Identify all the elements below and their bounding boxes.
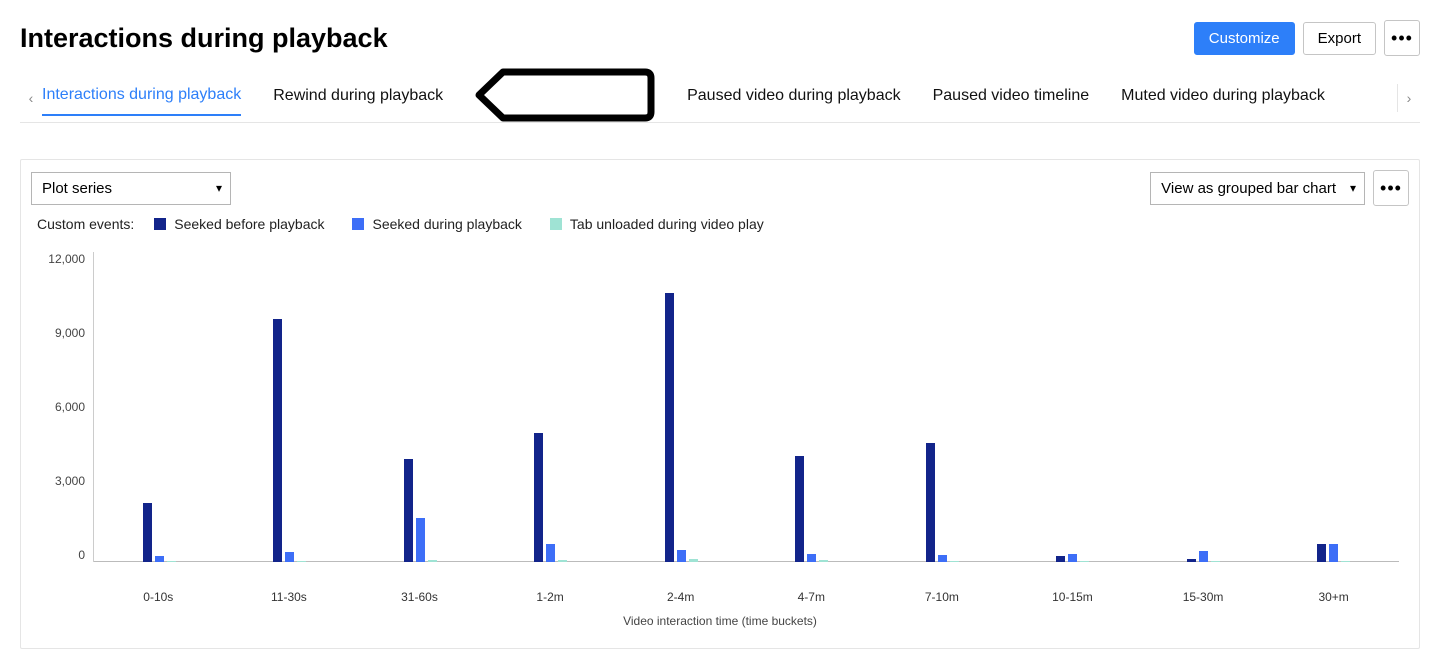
- legend-swatch: [550, 218, 562, 230]
- more-icon: •••: [1391, 29, 1413, 47]
- x-tick-label: 31-60s: [354, 590, 485, 604]
- x-tick-label: 2-4m: [615, 590, 746, 604]
- plot: [93, 252, 1399, 562]
- bar[interactable]: [926, 443, 935, 562]
- y-tick-label: 0: [78, 548, 85, 562]
- tab-placeholder-arrow: [475, 74, 655, 122]
- legend-item[interactable]: Seeked during playback: [352, 216, 521, 232]
- view-as-label: View as grouped bar chart: [1161, 180, 1336, 197]
- customize-button[interactable]: Customize: [1194, 22, 1295, 55]
- bar[interactable]: [416, 518, 425, 562]
- bar[interactable]: [428, 560, 437, 562]
- bar-group: [1008, 252, 1139, 562]
- bar[interactable]: [950, 561, 959, 562]
- bar-group: [355, 252, 486, 562]
- bar[interactable]: [558, 560, 567, 562]
- legend: Custom events: Seeked before playback Se…: [21, 210, 1419, 242]
- tab-muted-video-during-playback[interactable]: Muted video during playback: [1121, 81, 1325, 115]
- x-tick-label: 1-2m: [485, 590, 616, 604]
- bar[interactable]: [819, 560, 828, 562]
- back-arrow-icon: [475, 68, 655, 122]
- chevron-right-icon: ›: [1407, 90, 1412, 106]
- chevron-down-icon: ▾: [216, 181, 222, 195]
- more-icon: •••: [1380, 179, 1402, 197]
- bar-group: [486, 252, 617, 562]
- bar[interactable]: [1080, 561, 1089, 562]
- tabs-scroll-right[interactable]: ›: [1398, 90, 1420, 106]
- plot-series-label: Plot series: [42, 180, 112, 197]
- x-tick-label: 0-10s: [93, 590, 224, 604]
- tab-interactions-during-playback[interactable]: Interactions during playback: [42, 80, 241, 116]
- x-tick-label: 15-30m: [1138, 590, 1269, 604]
- x-tick-label: 10-15m: [1007, 590, 1138, 604]
- bar[interactable]: [1341, 561, 1350, 562]
- x-tick-label: 7-10m: [877, 590, 1008, 604]
- bar[interactable]: [273, 319, 282, 562]
- bar[interactable]: [1056, 556, 1065, 562]
- legend-item[interactable]: Seeked before playback: [154, 216, 324, 232]
- bar[interactable]: [665, 293, 674, 562]
- y-tick-label: 9,000: [55, 326, 85, 340]
- x-tick-label: 4-7m: [746, 590, 877, 604]
- bar-group: [1138, 252, 1269, 562]
- bar[interactable]: [938, 555, 947, 562]
- bar[interactable]: [795, 456, 804, 562]
- legend-label: Custom events:: [37, 216, 134, 232]
- bar[interactable]: [546, 544, 555, 562]
- page-title: Interactions during playback: [20, 23, 388, 54]
- more-button[interactable]: •••: [1384, 20, 1420, 56]
- y-tick-label: 6,000: [55, 400, 85, 414]
- chevron-down-icon: ▾: [1350, 181, 1356, 195]
- x-tick-label: 11-30s: [224, 590, 355, 604]
- legend-text: Tab unloaded during video play: [570, 216, 764, 232]
- chart-area: 12,000 9,000 6,000 3,000 0 0-10s11-30s31-60s…: [21, 242, 1419, 648]
- bar[interactable]: [1211, 561, 1220, 562]
- x-tick-label: 30+m: [1268, 590, 1399, 604]
- bar[interactable]: [534, 433, 543, 562]
- bar[interactable]: [1317, 544, 1326, 562]
- y-axis: 12,000 9,000 6,000 3,000 0: [41, 252, 93, 562]
- tab-paused-video-timeline[interactable]: Paused video timeline: [933, 81, 1090, 115]
- export-button[interactable]: Export: [1303, 22, 1376, 55]
- bar[interactable]: [143, 503, 152, 562]
- bar[interactable]: [285, 552, 294, 562]
- y-tick-label: 12,000: [48, 252, 85, 266]
- chevron-left-icon: ‹: [29, 90, 34, 106]
- bar-group: [747, 252, 878, 562]
- bar[interactable]: [1199, 551, 1208, 562]
- x-axis-labels: 0-10s11-30s31-60s1-2m2-4m4-7m7-10m10-15m…: [93, 590, 1399, 604]
- tabs-bar: ‹ Interactions during playback Rewind dur…: [20, 74, 1420, 123]
- legend-text: Seeked during playback: [372, 216, 521, 232]
- legend-item[interactable]: Tab unloaded during video play: [550, 216, 764, 232]
- tab-rewind-during-playback[interactable]: Rewind during playback: [273, 81, 443, 115]
- bar[interactable]: [167, 561, 176, 562]
- bar-group: [1269, 252, 1400, 562]
- bar-group: [94, 252, 225, 562]
- bar[interactable]: [404, 459, 413, 562]
- legend-text: Seeked before playback: [174, 216, 324, 232]
- chart-card: Plot series ▾ View as grouped bar chart …: [20, 159, 1420, 649]
- bar[interactable]: [1187, 559, 1196, 562]
- view-as-dropdown[interactable]: View as grouped bar chart ▾: [1150, 172, 1365, 205]
- bar-group: [616, 252, 747, 562]
- bar[interactable]: [807, 554, 816, 562]
- bar[interactable]: [677, 550, 686, 562]
- tabs-scroll-left[interactable]: ‹: [20, 90, 42, 106]
- x-axis-title: Video interaction time (time buckets): [41, 614, 1399, 628]
- bar[interactable]: [1329, 544, 1338, 562]
- bar[interactable]: [155, 556, 164, 562]
- bar-group: [877, 252, 1008, 562]
- header-actions: Customize Export •••: [1194, 20, 1420, 56]
- legend-swatch: [352, 218, 364, 230]
- bar-group: [225, 252, 356, 562]
- tab-paused-video-during-playback[interactable]: Paused video during playback: [687, 81, 900, 115]
- card-toolbar: Plot series ▾ View as grouped bar chart …: [21, 160, 1419, 210]
- chart-more-button[interactable]: •••: [1373, 170, 1409, 206]
- legend-swatch: [154, 218, 166, 230]
- plot-series-dropdown[interactable]: Plot series ▾: [31, 172, 231, 205]
- bar[interactable]: [297, 561, 306, 562]
- y-tick-label: 3,000: [55, 474, 85, 488]
- bar[interactable]: [1068, 554, 1077, 562]
- bar[interactable]: [689, 559, 698, 562]
